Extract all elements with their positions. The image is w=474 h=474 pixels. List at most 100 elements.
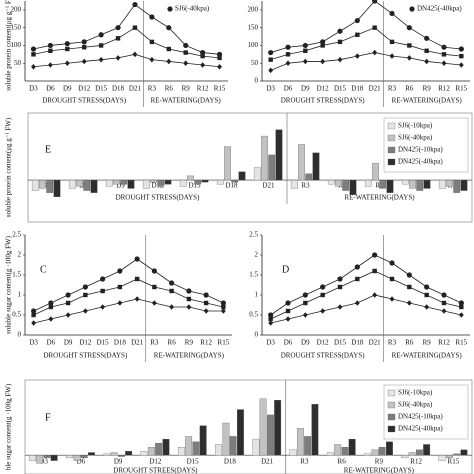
marker xyxy=(31,308,37,314)
marker xyxy=(406,25,412,31)
marker xyxy=(406,272,412,278)
bar xyxy=(179,179,187,187)
legend-label: SJ6(-10kpa) xyxy=(398,122,433,130)
marker xyxy=(302,312,308,318)
x-tick-label: R6 xyxy=(165,85,174,93)
legend-swatch xyxy=(387,425,396,433)
x-tick-label: R3 xyxy=(148,85,157,93)
x-tick-label: R15 xyxy=(455,85,467,93)
marker xyxy=(100,304,106,310)
x-tick-label: D21 xyxy=(131,339,144,347)
y-tick-label: 1.5 xyxy=(12,271,21,279)
x-tick-label: D6 xyxy=(284,339,293,347)
bar xyxy=(438,455,446,461)
x-tick-label: D21 xyxy=(262,182,275,190)
bar xyxy=(185,436,193,456)
x-tick-label: R9 xyxy=(375,458,384,466)
marker xyxy=(98,43,104,48)
marker xyxy=(372,25,377,30)
marker xyxy=(424,284,430,290)
x-tick-label: D12 xyxy=(317,85,330,93)
marker xyxy=(459,53,464,59)
bar xyxy=(401,455,409,459)
x-tick-label: D6 xyxy=(46,85,55,93)
bar xyxy=(275,129,283,181)
x-tick-label: R15 xyxy=(455,339,467,347)
bar xyxy=(83,179,91,191)
bar xyxy=(334,444,342,456)
bar xyxy=(36,455,44,464)
x-group-label: DROUGHT STRESS(DAYS) xyxy=(42,97,126,105)
marker xyxy=(389,260,395,266)
marker xyxy=(47,62,53,68)
marker xyxy=(337,284,343,290)
bar xyxy=(140,451,148,456)
bar xyxy=(289,449,297,456)
bar xyxy=(423,179,431,189)
marker xyxy=(406,300,412,306)
bar xyxy=(453,179,461,193)
legend-label: SJ6(-40kpa) xyxy=(398,134,433,142)
x-tick-label: D3 xyxy=(29,339,38,347)
x-tick-label: D3 xyxy=(266,339,275,347)
bar xyxy=(162,438,170,456)
y-tick-label: 0 xyxy=(255,331,259,339)
bar xyxy=(87,452,95,456)
bar xyxy=(438,179,446,189)
series-line xyxy=(33,3,220,55)
bar xyxy=(423,444,431,456)
marker xyxy=(302,292,308,298)
marker xyxy=(166,25,172,31)
marker xyxy=(355,32,360,37)
marker xyxy=(354,53,360,59)
marker xyxy=(82,284,88,290)
marker xyxy=(134,256,140,262)
y-tick-label: 1 xyxy=(255,291,259,299)
x-tick-label: D12 xyxy=(317,339,330,347)
bar xyxy=(386,179,394,193)
bar xyxy=(305,173,313,181)
series-line xyxy=(270,270,462,320)
marker xyxy=(203,292,209,298)
marker xyxy=(320,58,326,65)
legend-label: SJ6(-10kpa) xyxy=(398,389,433,397)
marker xyxy=(372,268,377,274)
marker xyxy=(424,58,430,65)
marker xyxy=(458,312,464,318)
bar xyxy=(335,179,342,187)
marker xyxy=(441,52,447,57)
marker xyxy=(320,284,326,290)
marker xyxy=(458,62,464,68)
bar xyxy=(147,446,155,456)
marker xyxy=(354,17,360,24)
bar xyxy=(199,425,207,456)
bar xyxy=(446,179,453,187)
marker xyxy=(203,308,209,314)
marker xyxy=(285,308,291,314)
x-tick-label: R6 xyxy=(168,339,177,347)
x-tick-label: R9 xyxy=(185,339,194,347)
x-tick-label: D21 xyxy=(369,85,382,93)
marker xyxy=(441,60,447,67)
x-group-label: RE-WATERING(DAYS) xyxy=(344,467,415,474)
marker xyxy=(149,14,155,20)
y-tick-label: 100 xyxy=(248,41,259,49)
x-tick-label: D21 xyxy=(129,85,142,93)
legend-label: DN425(-10kpa) xyxy=(398,413,443,421)
legend-box xyxy=(383,384,469,440)
x-tick-label: R15 xyxy=(448,458,460,466)
bar xyxy=(379,179,387,189)
x-tick-label: D15 xyxy=(334,339,347,347)
bar xyxy=(46,179,54,193)
bar xyxy=(253,167,261,181)
marker xyxy=(30,46,37,52)
marker xyxy=(186,296,192,302)
bar xyxy=(155,442,163,456)
marker xyxy=(337,28,343,34)
marker xyxy=(424,292,429,298)
marker xyxy=(47,42,53,49)
bar xyxy=(103,453,111,456)
marker xyxy=(303,48,308,53)
bar xyxy=(222,422,230,456)
